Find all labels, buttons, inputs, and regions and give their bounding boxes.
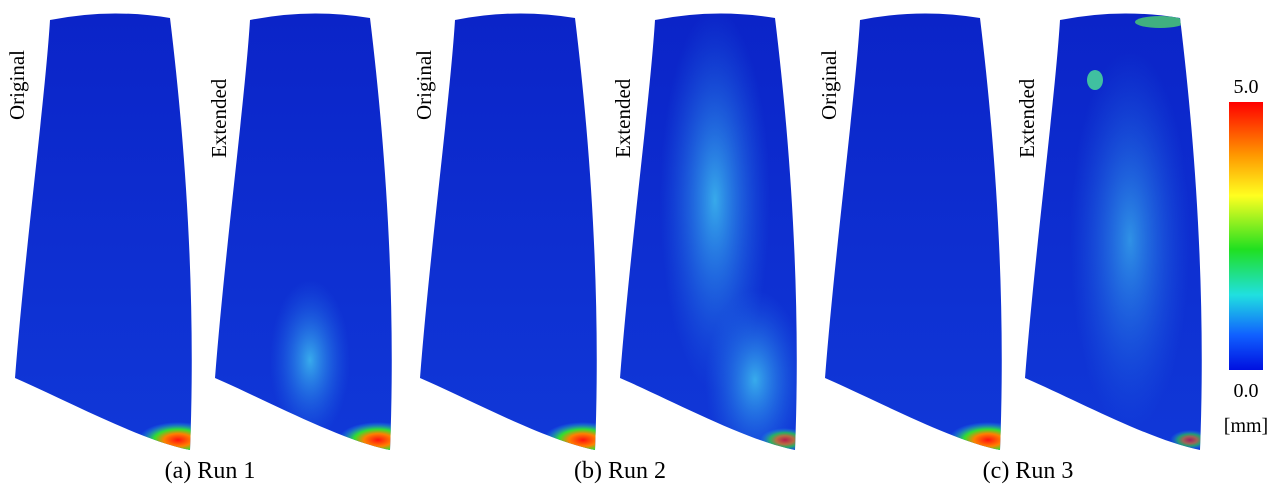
figure: Original Extended Original Extended Orig… <box>0 0 1284 488</box>
colorbar-min: 0.0 <box>1234 380 1259 402</box>
colorbar <box>1229 102 1263 370</box>
view-label: Original <box>5 50 29 120</box>
blade-original <box>825 13 1028 458</box>
blade-extended <box>215 13 418 458</box>
view-label: Extended <box>611 78 635 158</box>
view-label: Extended <box>1015 78 1039 158</box>
colorbar-unit: [mm] <box>1224 415 1268 437</box>
caption: (b) Run 2 <box>574 458 666 484</box>
blade-extended <box>620 10 810 470</box>
view-label: Extended <box>207 78 231 158</box>
blade-original <box>15 13 218 458</box>
colorbar-max: 5.0 <box>1234 76 1259 98</box>
view-label: Original <box>817 50 841 120</box>
blade-original <box>420 13 623 458</box>
caption: (a) Run 1 <box>165 458 256 484</box>
blade-extended <box>1025 13 1210 450</box>
view-label: Original <box>412 50 436 120</box>
caption: (c) Run 3 <box>983 458 1074 484</box>
